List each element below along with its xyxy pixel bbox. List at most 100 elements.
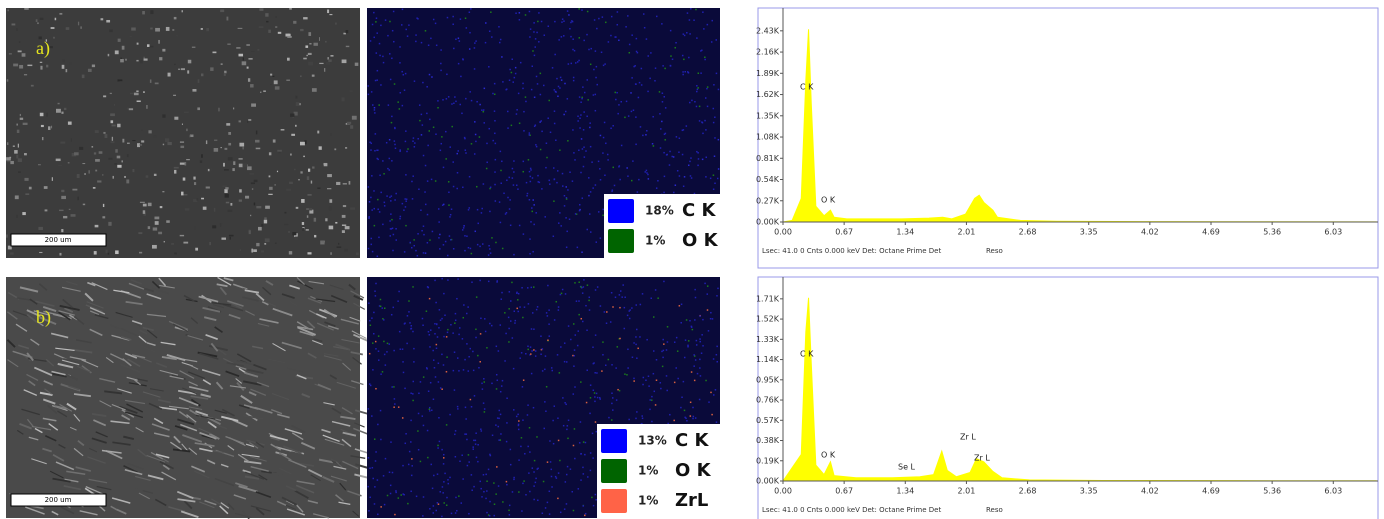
map-dot xyxy=(536,306,539,308)
map-dot xyxy=(596,286,599,288)
map-dot xyxy=(481,243,484,245)
sem-texture xyxy=(334,148,337,151)
y-tick-label: 1.35K xyxy=(756,111,780,120)
map-dot xyxy=(714,182,716,185)
sem-texture xyxy=(88,170,90,174)
sem-texture xyxy=(18,171,21,173)
map-dot xyxy=(661,365,664,368)
map-dot xyxy=(511,281,513,284)
sem-texture xyxy=(236,381,245,392)
map-dot xyxy=(581,287,583,289)
map-dot xyxy=(376,157,378,160)
sem-texture xyxy=(194,470,210,479)
map-dot xyxy=(714,116,716,119)
sem-texture xyxy=(223,357,234,365)
map-dot xyxy=(530,328,533,330)
sem-texture xyxy=(168,405,189,410)
map-dot xyxy=(408,300,410,302)
map-dot xyxy=(457,408,459,410)
sem-texture xyxy=(99,377,116,383)
sem-texture xyxy=(197,79,200,83)
map-dot xyxy=(521,286,523,289)
sem-texture xyxy=(229,236,231,240)
sem-texture xyxy=(277,413,290,419)
map-dot xyxy=(456,172,459,174)
scale-bar-text: 200 um xyxy=(45,496,72,504)
map-dot xyxy=(408,24,410,26)
map-dot xyxy=(399,149,401,151)
map-dot xyxy=(421,415,424,417)
map-dot xyxy=(533,498,535,501)
sem-texture xyxy=(61,189,65,193)
sem-texture xyxy=(139,251,143,254)
map-dot xyxy=(517,423,520,426)
sem-texture xyxy=(153,173,157,176)
map-dot xyxy=(508,514,511,516)
map-dot xyxy=(410,441,412,443)
map-dot xyxy=(566,230,568,233)
map-dot xyxy=(485,22,487,24)
sem-texture xyxy=(30,338,40,346)
map-dot xyxy=(611,189,614,191)
map-dot xyxy=(407,463,410,466)
sem-texture xyxy=(255,130,258,135)
map-dot xyxy=(611,402,613,405)
sem-texture xyxy=(253,179,258,183)
map-dot xyxy=(683,356,686,359)
map-dot xyxy=(701,121,703,123)
sem-texture xyxy=(242,380,262,386)
sem-texture xyxy=(268,152,272,156)
sem-texture xyxy=(338,501,351,505)
sem-texture xyxy=(154,498,167,507)
map-dot xyxy=(430,463,433,466)
sem-texture xyxy=(312,513,330,519)
map-dot xyxy=(702,345,704,347)
sem-texture xyxy=(256,242,260,247)
map-dot xyxy=(539,72,542,75)
legend-swatch xyxy=(601,429,627,453)
sem-texture xyxy=(58,311,71,321)
sem-texture xyxy=(265,205,270,209)
map-dot xyxy=(477,354,479,357)
map-dot xyxy=(660,387,662,390)
map-dot xyxy=(513,76,516,79)
map-dot xyxy=(683,409,686,412)
map-dot xyxy=(487,254,490,256)
sem-texture xyxy=(28,186,32,190)
map-dot xyxy=(426,368,428,370)
map-dot xyxy=(673,341,676,343)
map-dot xyxy=(594,493,597,496)
map-dot xyxy=(579,208,581,211)
sem-texture xyxy=(230,202,233,206)
sem-texture xyxy=(188,417,197,425)
sem-texture xyxy=(143,212,147,216)
sem-texture xyxy=(331,420,351,427)
sem-texture xyxy=(228,234,234,237)
sem-texture xyxy=(341,338,360,344)
map-dot xyxy=(431,409,433,412)
map-dot xyxy=(560,36,563,38)
map-dot xyxy=(693,379,696,382)
sem-texture xyxy=(81,74,85,79)
map-dot xyxy=(445,158,447,160)
map-dot xyxy=(422,324,424,326)
map-dot xyxy=(394,513,396,516)
map-dot xyxy=(691,99,693,102)
map-dot xyxy=(716,345,718,348)
map-dot xyxy=(450,238,453,241)
sem-texture xyxy=(265,280,274,286)
map-dot xyxy=(577,115,579,118)
map-dot xyxy=(470,143,473,145)
sem-texture xyxy=(249,456,267,462)
map-dot xyxy=(496,280,499,282)
map-dot xyxy=(410,328,412,330)
map-dot xyxy=(402,361,404,363)
map-dot xyxy=(390,200,392,202)
map-dot xyxy=(580,114,582,116)
panel-label: a) xyxy=(36,38,50,59)
sem-texture xyxy=(107,53,110,57)
sem-texture xyxy=(37,164,41,166)
map-dot xyxy=(573,349,576,351)
sem-texture xyxy=(341,224,347,226)
map-dot xyxy=(544,355,547,357)
